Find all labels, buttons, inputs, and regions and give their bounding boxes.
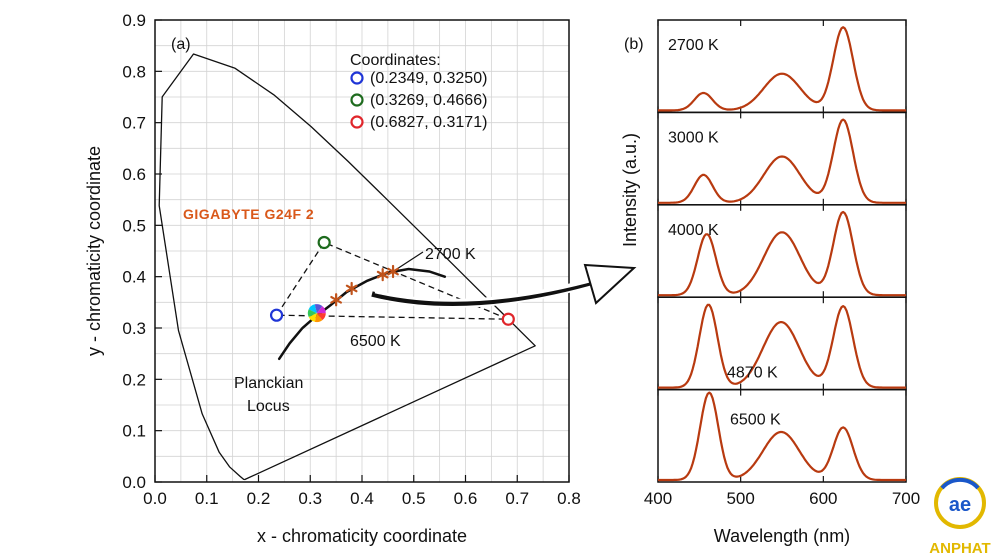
legend-title: Coordinates: xyxy=(350,52,441,69)
white-point-segment xyxy=(314,313,323,323)
spectra-panel: 2700 K 3000 K 4000 K 4870 K 6500 K 400 500 600 7… xyxy=(620,19,920,546)
legend-entry: (0.3269, 0.4666) xyxy=(370,92,487,109)
primary-point xyxy=(317,235,331,250)
plot-frame-a xyxy=(154,19,570,483)
x-tick-label: 0.5 xyxy=(402,489,426,508)
white-point-segment xyxy=(307,309,317,317)
anphat-logo: ae ANPHAT xyxy=(929,477,991,557)
primary-point xyxy=(501,312,515,326)
spectrum-line xyxy=(658,210,906,297)
legend: (0.2349, 0.3250) (0.3269, 0.4666) (0.6827,… xyxy=(350,70,487,131)
x-axis-label-b: Wavelength (nm) xyxy=(714,526,850,546)
arrow-shaft xyxy=(371,277,601,307)
white-point-segment xyxy=(308,313,317,322)
y-axis-label-a: y - chromaticity coordinate xyxy=(84,146,104,356)
y-tick-label: 0.5 xyxy=(122,216,146,235)
spectrum-subpanel: 4000 K xyxy=(657,204,907,298)
gamut-triangle xyxy=(275,241,509,320)
label-6500k: 6500 K xyxy=(350,333,401,350)
spectrum-subpanel: 2700 K xyxy=(657,19,907,114)
primary-point xyxy=(269,308,284,322)
spectrum-subpanel: 6500 K xyxy=(657,388,907,483)
x-tick-label: 0.8 xyxy=(557,489,581,508)
wavelength-tick-label: 500 xyxy=(726,489,754,508)
x-tick-label: 0.0 xyxy=(143,489,167,508)
data-marks xyxy=(269,235,515,326)
y-tick-label: 0.1 xyxy=(122,422,146,441)
x-tick-label: 0.1 xyxy=(195,489,219,508)
panel-label-b: (b) xyxy=(624,36,644,53)
x-tick-label: 0.6 xyxy=(454,489,478,508)
axis-ticks: 0.0 0.1 0.2 0.3 0.4 0.5 0.6 0.7 0.8 0.0 0.1 0.2 0.3 0… xyxy=(122,11,580,508)
subpanel-frame xyxy=(657,388,907,483)
spectrum-label: 2700 K xyxy=(668,37,719,54)
legend-entry: (0.6827, 0.3171) xyxy=(370,114,487,131)
locus-marker xyxy=(330,293,342,307)
spectra-subpanels: 2700 K 3000 K 4000 K 4870 K 6500 K 400 500 600 7… xyxy=(644,19,920,508)
legend-marker xyxy=(350,115,364,129)
subpanel-frame xyxy=(657,204,907,298)
spectrum-label: 6500 K xyxy=(730,412,781,429)
subpanel-frame xyxy=(657,111,907,206)
spectrum-line xyxy=(658,118,906,204)
white-point-segment xyxy=(314,304,323,314)
y-tick-label: 0.6 xyxy=(122,165,146,184)
locus-label-2: Locus xyxy=(247,398,290,415)
wavelength-tick-label: 700 xyxy=(892,489,920,508)
wavelength-tick-label: 600 xyxy=(809,489,837,508)
logo-accent xyxy=(940,477,980,490)
arrow-highlight xyxy=(374,277,599,302)
y-tick-label: 0.8 xyxy=(122,62,146,81)
arrow-head xyxy=(583,263,637,305)
y-tick-label: 0.3 xyxy=(122,319,146,338)
spectrum-line xyxy=(658,391,906,482)
legend-marker xyxy=(350,71,364,85)
x-tick-label: 0.2 xyxy=(247,489,271,508)
x-axis-label-a: x - chromaticity coordinate xyxy=(257,526,467,546)
logo-text: ANPHAT xyxy=(929,540,990,557)
y-tick-label: 0.2 xyxy=(122,370,146,389)
locus-marker xyxy=(376,268,389,282)
locus-marker xyxy=(345,281,358,296)
spectrum-line xyxy=(658,303,906,389)
spectrum-subpanel: 4870 K xyxy=(657,296,907,391)
panel-label-a: (a) xyxy=(171,36,191,53)
locus-label-1: Planckian xyxy=(234,375,303,392)
spectrum-subpanel: 3000 K xyxy=(657,111,907,206)
grid xyxy=(155,20,569,482)
locus-marker xyxy=(387,264,399,279)
spectral-locus xyxy=(158,53,536,481)
y-axis-label-b: Intensity (a.u.) xyxy=(620,133,640,247)
y-tick-label: 0.7 xyxy=(122,114,146,133)
logo-glyph: ae xyxy=(949,494,971,516)
x-tick-label: 0.7 xyxy=(505,489,529,508)
y-tick-label: 0.9 xyxy=(122,11,146,30)
white-point-segment xyxy=(308,304,317,314)
spectrum-label: 4870 K xyxy=(727,365,778,382)
chromaticity-diagram: 0.0 0.1 0.2 0.3 0.4 0.5 0.6 0.7 0.8 0.0 0.1 0.2 0.3 0… xyxy=(84,11,581,546)
legend-marker xyxy=(350,93,364,107)
product-label: GIGABYTE G24F 2 xyxy=(183,206,314,222)
x-tick-label: 0.4 xyxy=(350,489,374,508)
label-2700k: 2700 K xyxy=(425,246,476,263)
subpanel-frame xyxy=(657,296,907,391)
y-tick-label: 0.0 xyxy=(122,473,146,492)
white-point-segment xyxy=(316,313,326,321)
spectrum-line xyxy=(658,26,906,112)
x-tick-label: 0.3 xyxy=(298,489,322,508)
y-tick-label: 0.4 xyxy=(122,268,146,287)
spectrum-label: 3000 K xyxy=(668,129,719,146)
wavelength-tick-label: 400 xyxy=(644,489,672,508)
white-point-segment xyxy=(316,306,326,314)
legend-entry: (0.2349, 0.3250) xyxy=(370,70,487,87)
spectrum-label: 4000 K xyxy=(668,222,719,239)
